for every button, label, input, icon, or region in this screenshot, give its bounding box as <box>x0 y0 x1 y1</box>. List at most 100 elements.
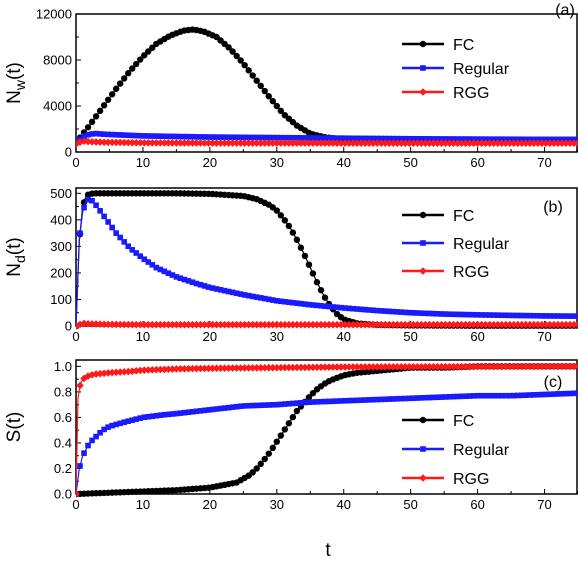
legend-label: Regular <box>453 442 510 459</box>
data-point-rgg <box>188 320 197 329</box>
x-tick-label: 30 <box>270 329 284 344</box>
data-point-rgg <box>212 364 221 373</box>
data-point-rgg <box>285 139 293 147</box>
data-point-regular <box>145 259 152 265</box>
data-point-rgg <box>160 320 169 329</box>
data-point-regular <box>539 313 545 319</box>
data-point-rgg <box>574 320 578 329</box>
data-point-fc <box>269 444 276 452</box>
data-point-rgg <box>481 362 490 371</box>
data-point-rgg <box>128 138 137 147</box>
data-point-regular <box>225 288 232 295</box>
data-point-regular <box>522 392 529 398</box>
data-point-regular <box>414 310 421 316</box>
data-point-regular <box>418 136 425 142</box>
data-point-regular <box>137 253 144 260</box>
data-point-rgg <box>349 363 357 371</box>
data-point-rgg <box>164 139 173 147</box>
data-point-rgg <box>289 320 297 329</box>
data-point-regular <box>498 392 505 399</box>
data-point-regular <box>382 396 389 403</box>
data-point-rgg <box>477 362 486 371</box>
data-point-rgg <box>268 363 277 372</box>
data-point-regular <box>506 392 513 399</box>
data-point-regular <box>386 308 393 315</box>
data-point-rgg <box>100 320 108 329</box>
data-point-rgg <box>570 139 578 148</box>
data-point-rgg <box>361 363 369 371</box>
data-point-rgg <box>433 139 442 148</box>
data-point-regular <box>571 390 577 397</box>
data-point-rgg <box>437 362 446 371</box>
x-tick-label: 60 <box>470 497 484 512</box>
data-point-rgg <box>248 364 257 372</box>
data-point-rgg <box>321 139 329 147</box>
legend-entry-regular: Regular <box>402 236 510 253</box>
data-point-regular <box>330 398 336 405</box>
legend-label: FC <box>453 37 474 54</box>
data-point-regular <box>77 463 83 469</box>
legend-label: RGG <box>453 264 489 281</box>
data-point-fc <box>281 426 289 433</box>
data-point-rgg <box>216 139 225 147</box>
data-point-rgg <box>184 139 193 147</box>
data-point-fc <box>309 270 317 277</box>
data-point-regular <box>527 392 533 398</box>
data-point-regular <box>314 302 320 309</box>
x-tick-label: 50 <box>403 497 417 512</box>
legend-swatch-marker <box>420 65 426 71</box>
data-point-regular <box>555 391 561 397</box>
data-point-regular <box>294 300 300 306</box>
data-point-regular <box>575 313 578 319</box>
data-point-rgg <box>80 319 88 328</box>
data-point-regular <box>193 134 200 140</box>
data-point-regular <box>326 303 332 310</box>
data-point-rgg <box>301 363 309 372</box>
data-point-rgg <box>273 139 281 147</box>
data-point-rgg <box>477 320 486 329</box>
data-point-rgg <box>469 362 478 371</box>
data-point-fc <box>249 469 256 476</box>
data-point-rgg <box>521 362 530 371</box>
data-point-regular <box>490 312 497 318</box>
data-point-fc <box>293 407 301 415</box>
data-point-regular <box>306 135 312 141</box>
data-point-regular <box>382 135 389 142</box>
data-point-rgg <box>228 364 237 372</box>
data-point-regular <box>141 414 148 421</box>
data-point-regular <box>193 280 200 287</box>
data-point-rgg <box>132 367 141 375</box>
data-point-rgg <box>538 139 546 148</box>
data-point-regular <box>334 135 340 141</box>
data-point-regular <box>298 135 304 141</box>
data-point-regular <box>366 397 372 403</box>
data-point-rgg <box>509 362 518 371</box>
data-point-regular <box>269 134 276 141</box>
data-point-regular <box>458 136 465 142</box>
data-point-rgg <box>148 366 157 374</box>
data-point-regular <box>85 131 91 138</box>
data-point-rgg <box>417 320 426 329</box>
data-point-regular <box>165 270 172 276</box>
data-point-rgg <box>136 320 145 329</box>
x-tick-label: 0 <box>72 497 79 512</box>
data-point-rgg <box>521 139 530 148</box>
data-point-rgg <box>365 320 373 329</box>
data-point-regular <box>350 305 356 312</box>
data-point-fc <box>261 87 268 95</box>
data-point-regular <box>563 136 569 143</box>
data-point-rgg <box>172 365 181 373</box>
data-point-regular <box>149 413 156 420</box>
data-point-regular <box>490 136 497 142</box>
data-point-regular <box>442 394 449 400</box>
data-point-regular <box>278 134 284 141</box>
data-point-rgg <box>530 139 538 148</box>
data-point-regular <box>374 307 380 314</box>
data-point-regular <box>531 392 537 398</box>
data-point-regular <box>185 409 192 416</box>
data-point-regular <box>278 298 284 305</box>
data-point-regular <box>563 313 569 319</box>
data-point-fc <box>129 65 136 72</box>
data-point-regular <box>93 130 99 137</box>
data-point-regular <box>334 398 340 404</box>
